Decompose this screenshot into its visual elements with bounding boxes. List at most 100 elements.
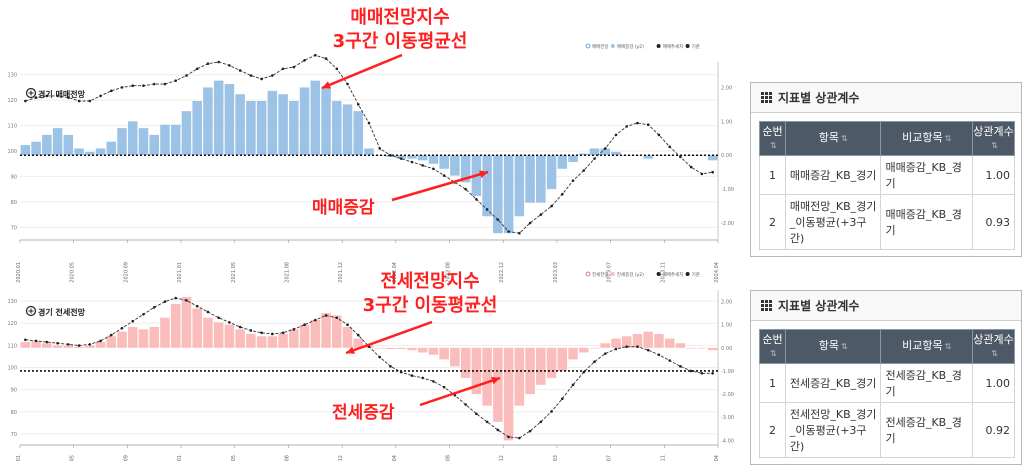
col-header[interactable]: 순번⇅ <box>759 121 786 156</box>
trend-point <box>636 345 639 348</box>
trend-point <box>507 230 510 233</box>
trend-point <box>378 355 382 359</box>
legend-label: 매매추세치 <box>663 271 684 278</box>
x-tick-label: 2023.11 <box>660 455 666 461</box>
col-header[interactable]: 순번⇅ <box>759 329 786 364</box>
trend-point <box>410 374 414 377</box>
x-tick-label: 2022.08 <box>446 262 452 283</box>
y-tick-label: 80 <box>11 410 17 416</box>
trend-point <box>206 310 210 314</box>
trend-point <box>324 314 328 317</box>
y2-tick-label: -2.00 <box>721 392 734 398</box>
bar <box>493 155 503 234</box>
table-row[interactable]: 2 매매전망_KB_경기_이동평균(+3구간) 매매증감_KB_경기 0.93 <box>759 194 1015 250</box>
table-row[interactable]: 2 전세전망_KB_경기_이동평균(+3구간) 전세증감_KB_경기 0.92 <box>759 402 1015 458</box>
bar <box>686 155 696 156</box>
bar <box>85 151 95 156</box>
trend-point <box>711 170 714 174</box>
bar <box>460 347 471 378</box>
bar <box>568 155 578 163</box>
trend-point <box>335 67 339 71</box>
trend-point <box>67 343 70 346</box>
bar <box>224 324 235 348</box>
trend-point <box>324 57 328 60</box>
col-header[interactable]: 상관계수⇅ <box>972 121 1015 156</box>
annotation-arrow-head <box>346 346 355 354</box>
bar <box>31 340 41 348</box>
y-tick-label: 90 <box>11 388 17 394</box>
bar <box>579 347 589 353</box>
bar <box>138 128 149 156</box>
bar <box>396 155 406 159</box>
col-header[interactable]: 비교항목 ⇅ <box>880 329 974 364</box>
trend-point <box>399 157 403 160</box>
bar <box>374 155 385 156</box>
trend-point <box>636 121 639 125</box>
y2-tick-label: 1.00 <box>721 119 732 125</box>
sort-icon: ⇅ <box>840 134 848 144</box>
legend-label: 매매추세치 <box>663 43 684 50</box>
trend-point <box>185 74 188 77</box>
legend-label: 기준 <box>692 43 700 50</box>
y-tick-label: 100 <box>7 366 17 372</box>
bar <box>267 336 278 348</box>
col-header[interactable]: 상관계수⇅ <box>972 329 1015 364</box>
col-header[interactable]: 비교항목 ⇅ <box>880 121 974 156</box>
trend-point <box>152 306 156 309</box>
bar <box>536 155 546 203</box>
trend-point <box>485 208 489 211</box>
table-row[interactable]: 1 매매증감_KB_경기 매매증감_KB_경기 1.00 <box>759 155 1015 195</box>
bar <box>503 347 514 441</box>
annotation-text: 3구간 이동평균선 <box>333 31 468 52</box>
bar <box>428 155 439 164</box>
trend-point <box>217 60 220 64</box>
trend-point <box>464 187 467 191</box>
x-tick-label: 2020.09 <box>123 455 129 461</box>
trend-point <box>496 428 500 432</box>
trend-point <box>550 410 553 413</box>
chart-title-icon-mark <box>28 308 34 314</box>
bar <box>106 336 117 348</box>
trend-point <box>657 353 661 357</box>
bar <box>503 155 514 234</box>
trend-point <box>131 319 135 323</box>
trend-point <box>507 435 510 439</box>
bar <box>707 155 718 161</box>
bar <box>407 347 417 351</box>
trend-point <box>614 133 618 137</box>
bar <box>85 345 95 348</box>
bar <box>654 155 664 156</box>
bar <box>95 148 106 156</box>
bar <box>417 155 428 161</box>
table-row[interactable]: 1 전세증감_KB_경기 전세증감_KB_경기 1.00 <box>759 363 1015 403</box>
x-tick-label: 2021.05 <box>231 455 237 461</box>
bar <box>600 148 611 156</box>
y2-tick-label: -1.00 <box>721 187 734 193</box>
trend-point <box>174 79 178 82</box>
col-header[interactable]: 항목 ⇅ <box>784 121 882 156</box>
bar <box>235 94 245 156</box>
bar <box>138 329 149 348</box>
bar <box>428 347 439 355</box>
bar <box>321 313 331 348</box>
y2-tick-label: -3.00 <box>721 415 734 421</box>
chart-title: 경기 전세전망 <box>38 307 86 317</box>
chart-title-icon-mark <box>28 90 34 96</box>
trend-point <box>174 296 178 300</box>
bar <box>611 151 621 156</box>
trend-point <box>217 316 220 320</box>
x-tick-label: 2023.03 <box>553 262 559 283</box>
sort-icon: ⇅ <box>944 134 952 144</box>
y-tick-label: 130 <box>7 299 17 305</box>
trend-point <box>34 339 38 343</box>
bar <box>289 100 299 156</box>
bar <box>514 347 525 406</box>
trend-point <box>120 86 124 89</box>
trend-point <box>625 345 629 348</box>
trend-point <box>195 304 199 308</box>
col-header[interactable]: 항목 ⇅ <box>784 329 882 364</box>
x-tick-label: 2020.05 <box>70 262 76 283</box>
y-tick-label: 110 <box>7 343 17 349</box>
trend-point <box>120 326 124 330</box>
bar <box>707 347 718 351</box>
